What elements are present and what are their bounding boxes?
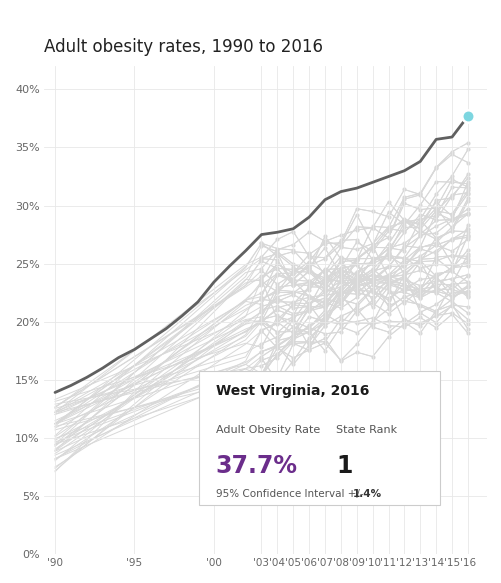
Text: 1.4%: 1.4% (353, 489, 382, 499)
Text: 37.7%: 37.7% (215, 454, 297, 478)
Text: Adult Obesity Rate: Adult Obesity Rate (215, 424, 320, 434)
Point (463, 111, 471, 121)
Text: Adult obesity rates, 1990 to 2016: Adult obesity rates, 1990 to 2016 (44, 38, 322, 57)
Text: West Virginia, 2016: West Virginia, 2016 (215, 384, 368, 398)
Text: 1: 1 (336, 454, 352, 478)
Text: State Rank: State Rank (336, 424, 397, 434)
Text: 95% Confidence Interval +/-: 95% Confidence Interval +/- (215, 489, 366, 499)
